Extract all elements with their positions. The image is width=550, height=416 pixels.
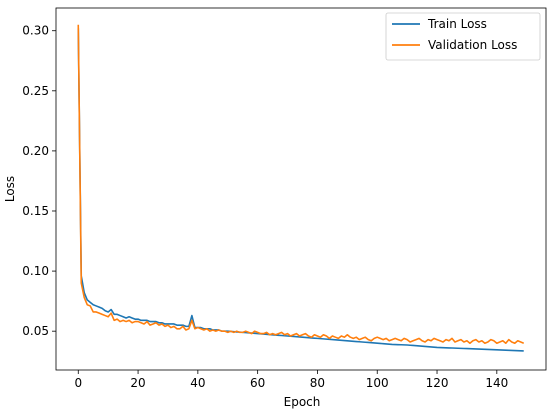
plot-frame xyxy=(55,7,547,371)
legend-box xyxy=(385,12,541,61)
series-lines xyxy=(77,24,525,352)
y-tick-label: 0.10 xyxy=(22,264,49,278)
x-axis-label: Epoch xyxy=(284,395,321,409)
y-tick-label: 0.30 xyxy=(22,24,49,38)
x-tick-label: 40 xyxy=(190,376,205,390)
legend-label-validation-loss: Validation Loss xyxy=(428,38,517,52)
x-tick-label: 140 xyxy=(485,376,508,390)
legend-label-train-loss: Train Loss xyxy=(427,17,487,31)
train-loss-line xyxy=(77,28,524,352)
y-tick-label: 0.25 xyxy=(22,84,49,98)
axis-ticks: 0 20 40 60 80 100 120 140 0.05 0.10 0.15 0.20 0.25 0.… xyxy=(22,24,508,390)
y-tick-label: 0.05 xyxy=(22,324,49,338)
y-axis-label: Loss xyxy=(3,176,17,202)
legend: Train Loss Validation Loss xyxy=(385,12,541,61)
x-tick-label: 80 xyxy=(310,376,325,390)
y-axis-title: Loss xyxy=(3,176,17,202)
validation-loss-line xyxy=(77,24,525,345)
x-tick-label: 100 xyxy=(366,376,389,390)
y-tick-label: 0.20 xyxy=(22,144,49,158)
x-tick-label: 120 xyxy=(426,376,449,390)
y-tick-label: 0.15 xyxy=(22,204,49,218)
x-tick-label: 0 xyxy=(74,376,82,390)
x-tick-label: 60 xyxy=(250,376,265,390)
x-tick-label: 20 xyxy=(130,376,145,390)
